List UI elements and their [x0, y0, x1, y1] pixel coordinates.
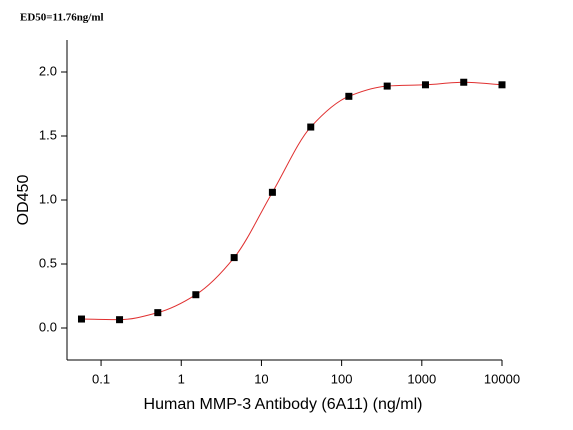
y-axis-title: OD450	[15, 175, 32, 226]
y-tick-label: 0.5	[39, 255, 57, 270]
x-tick-label: 0.1	[92, 371, 110, 386]
point	[498, 81, 506, 89]
point	[77, 315, 85, 323]
x-tick-label: 10	[254, 371, 268, 386]
annotation: ED50=11.76ng/ml	[20, 12, 104, 24]
point	[230, 254, 238, 262]
x-tick-label: 100	[331, 371, 353, 386]
point	[460, 78, 468, 86]
point	[154, 309, 162, 317]
point	[345, 92, 353, 100]
y-tick-label: 0.0	[39, 319, 57, 334]
y-tick-label: 2.0	[39, 63, 57, 78]
x-tick-label: 10000	[484, 371, 520, 386]
point	[268, 188, 276, 196]
point	[116, 316, 124, 324]
y-tick-label: 1.5	[39, 127, 57, 142]
point	[307, 123, 315, 131]
x-tick-label: 1	[178, 371, 185, 386]
fit-curve	[81, 81, 503, 321]
point	[192, 291, 200, 299]
x-axis-title: Human MMP-3 Antibody (6A11) (ng/ml)	[144, 396, 423, 413]
point	[383, 82, 391, 90]
point	[421, 81, 429, 89]
x-tick-label: 1000	[407, 371, 436, 386]
y-tick-label: 1.0	[39, 191, 57, 206]
